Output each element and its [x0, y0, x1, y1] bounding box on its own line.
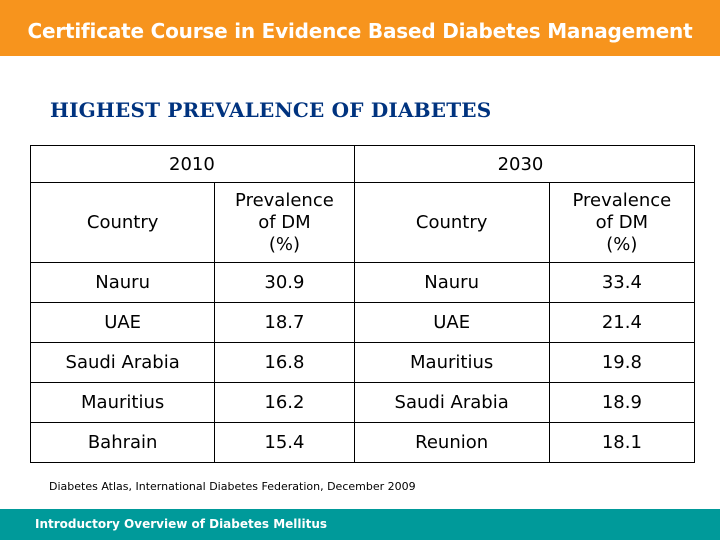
- country-2010-cell: UAE: [29, 302, 216, 343]
- country-2010-cell: Nauru: [29, 262, 216, 303]
- year-2010-header: 2010: [30, 145, 355, 183]
- prevalence-header-line2: of DM: [595, 211, 649, 233]
- column-header-row: Country Prevalence of DM (%) Country Pre…: [29, 182, 696, 263]
- table-row: Nauru 30.9 Nauru 33.4: [29, 262, 696, 303]
- top-banner: [0, 0, 720, 56]
- table-row: Saudi Arabia 16.8 Mauritius 19.8: [29, 342, 696, 383]
- slide-title: HIGHEST PREVALENCE OF DIABETES: [50, 98, 492, 122]
- table-row: Mauritius 16.2 Saudi Arabia 18.9: [29, 382, 696, 423]
- prevalence-header-2010: Prevalence of DM (%): [214, 182, 355, 263]
- prevalence-2010-cell: 18.7: [214, 302, 355, 343]
- prevalence-2030-cell: 18.1: [548, 422, 696, 463]
- prevalence-2030-cell: 19.8: [548, 342, 696, 383]
- prevalence-2010-cell: 16.2: [214, 382, 355, 423]
- country-2030-cell: Reunion: [353, 422, 550, 463]
- prevalence-header-line3: (%): [268, 233, 300, 255]
- banner-title: Certificate Course in Evidence Based Dia…: [27, 19, 693, 43]
- year-header-row: 2010 2030: [30, 145, 696, 183]
- country-2030-cell: Saudi Arabia: [353, 382, 550, 423]
- prevalence-header-line1: Prevalence: [572, 189, 672, 211]
- prevalence-2030-cell: 21.4: [548, 302, 696, 343]
- table-row: Bahrain 15.4 Reunion 18.1: [29, 422, 696, 463]
- country-2010-cell: Mauritius: [29, 382, 216, 423]
- country-2010-cell: Bahrain: [29, 422, 216, 463]
- source-citation: Diabetes Atlas, International Diabetes F…: [49, 480, 416, 493]
- country-2030-cell: Mauritius: [353, 342, 550, 383]
- prevalence-table: 2010 2030 Country Prevalence of DM (%) C…: [29, 145, 696, 463]
- country-header-label: Country: [86, 211, 159, 233]
- footer-title: Introductory Overview of Diabetes Mellit…: [35, 517, 328, 531]
- country-header-label: Country: [415, 211, 488, 233]
- prevalence-header-line1: Prevalence: [235, 189, 334, 211]
- prevalence-2030-cell: 18.9: [548, 382, 696, 423]
- country-2010-cell: Saudi Arabia: [29, 342, 216, 383]
- country-header-2030: Country: [353, 182, 550, 263]
- table-row: UAE 18.7 UAE 21.4: [29, 302, 696, 343]
- country-2030-cell: Nauru: [353, 262, 550, 303]
- year-2030-header: 2030: [353, 145, 696, 183]
- prevalence-header-2030: Prevalence of DM (%): [548, 182, 696, 263]
- bottom-banner: [0, 509, 720, 540]
- prevalence-header-line3: (%): [606, 233, 638, 255]
- prevalence-2010-cell: 30.9: [214, 262, 355, 303]
- prevalence-2010-cell: 15.4: [214, 422, 355, 463]
- prevalence-2030-cell: 33.4: [548, 262, 696, 303]
- prevalence-header-line2: of DM: [258, 211, 311, 233]
- country-header-2010: Country: [29, 182, 216, 263]
- prevalence-2010-cell: 16.8: [214, 342, 355, 383]
- country-2030-cell: UAE: [353, 302, 550, 343]
